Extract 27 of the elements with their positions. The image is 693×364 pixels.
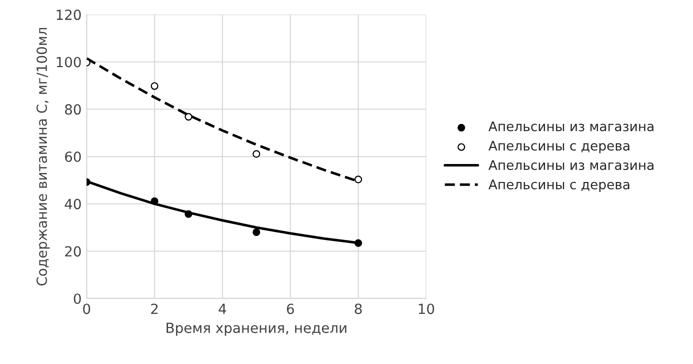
x-axis-title: Время хранения, недели xyxy=(166,322,346,336)
y-tick-label: 0 xyxy=(74,293,81,304)
y-tick-label: 100 xyxy=(56,56,81,68)
point xyxy=(354,176,362,184)
legend-label: Апельсины из магазина xyxy=(488,121,654,132)
y-tick-label: 80 xyxy=(65,104,81,115)
y-tick-label: 20 xyxy=(65,246,81,257)
point xyxy=(252,150,260,158)
x-tick-label: 0 xyxy=(83,304,90,314)
point xyxy=(184,210,192,218)
x-tick-label: 4 xyxy=(218,304,226,314)
x-tick-label: 6 xyxy=(286,304,294,314)
point xyxy=(184,112,192,121)
y-axis-title: Содержание витамина С, мг/100мл xyxy=(36,28,50,286)
y-tick-label: 40 xyxy=(64,198,81,210)
x-tick-label: 2 xyxy=(151,304,158,314)
y-tick-label: 120 xyxy=(56,10,81,20)
x-tick-label: 8 xyxy=(354,304,362,314)
legend-label: Апельсины из магазина xyxy=(488,160,654,170)
x-tick-label: 10 xyxy=(418,304,434,314)
point xyxy=(150,197,158,206)
y-tick-label: 60 xyxy=(65,151,81,162)
legend-label: Апельсины с дерева xyxy=(488,180,630,192)
point xyxy=(354,239,362,247)
point xyxy=(252,228,260,236)
point xyxy=(150,82,158,90)
legend-label: Апельсины с дерева xyxy=(488,140,630,154)
